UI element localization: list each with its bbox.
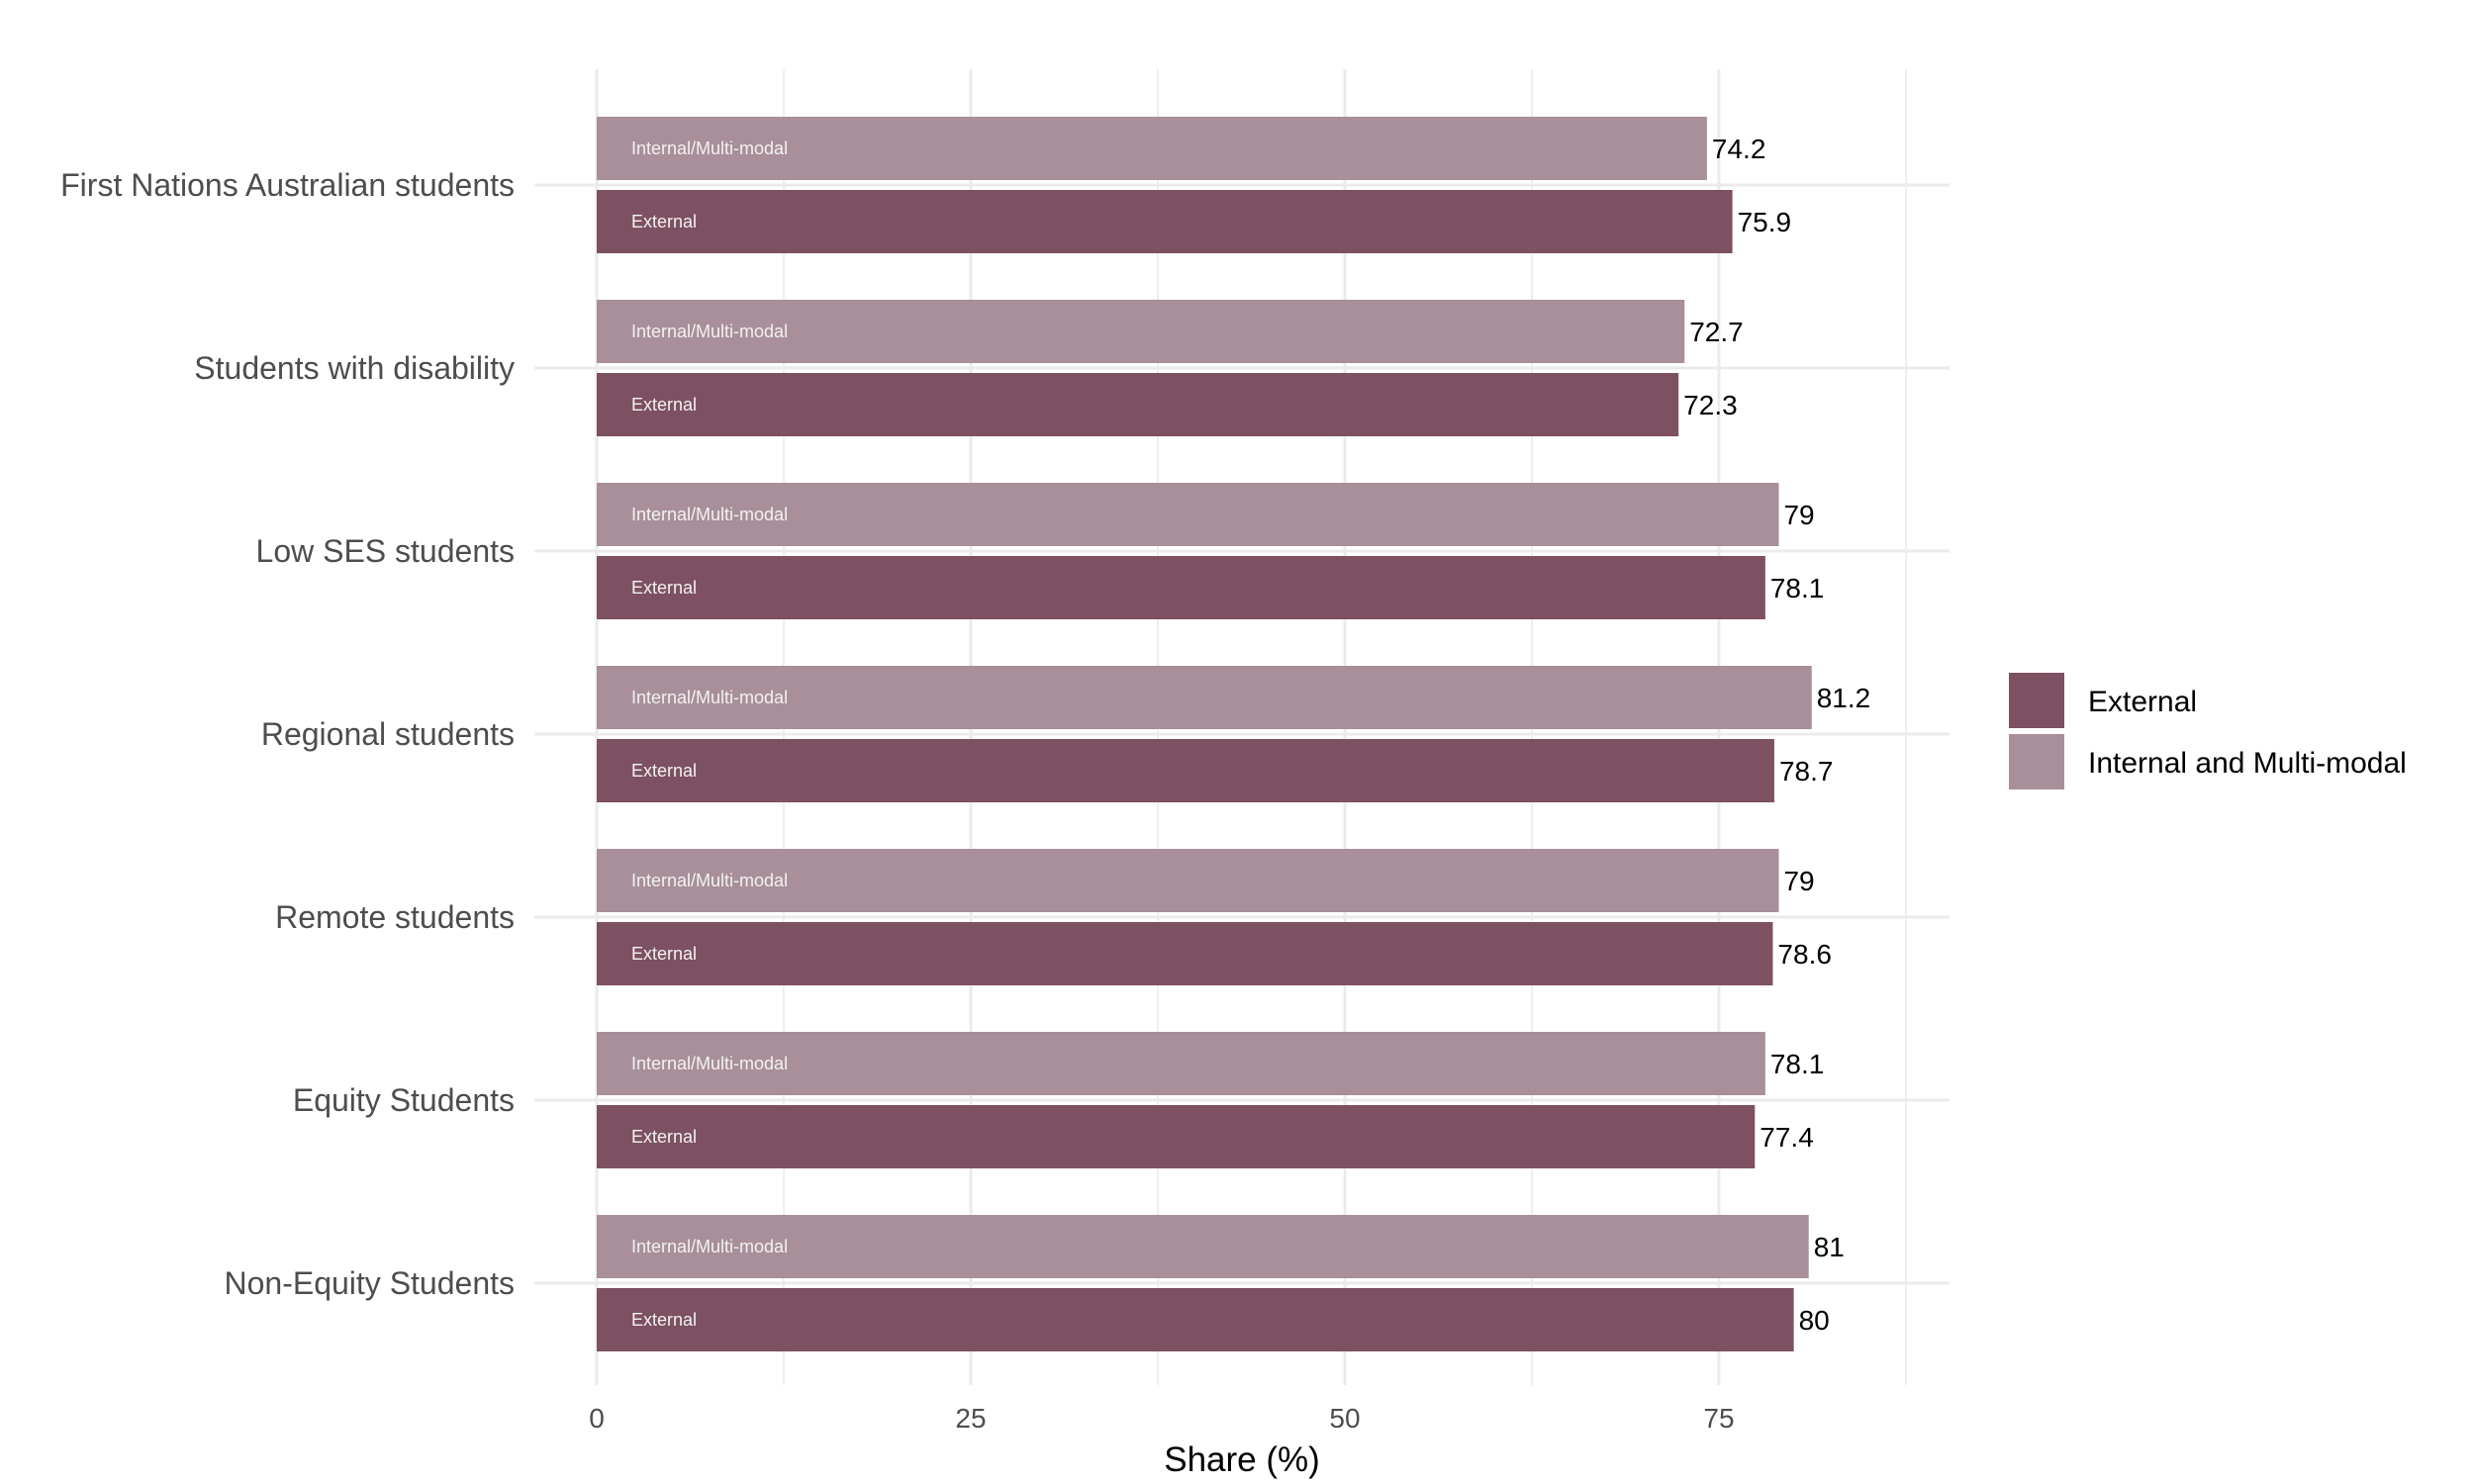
data-label: 78.1 — [1770, 573, 1825, 603]
data-label: 72.3 — [1683, 390, 1738, 420]
bar-external — [597, 1105, 1756, 1168]
category-label: First Nations Australian students — [60, 167, 515, 203]
data-label: 79 — [1783, 500, 1814, 530]
category-label: Non-Equity Students — [225, 1265, 516, 1301]
bar-series-label: Internal/Multi-modal — [631, 688, 788, 707]
data-label: 78.1 — [1770, 1049, 1825, 1079]
category-label: Regional students — [261, 716, 515, 752]
x-axis-title: Share (%) — [1164, 1440, 1320, 1479]
bar-external — [597, 1288, 1794, 1351]
bar-series-label: External — [631, 212, 697, 232]
x-tick-label: 75 — [1703, 1403, 1734, 1434]
bar-series-label: External — [631, 578, 697, 598]
data-label: 75.9 — [1738, 207, 1792, 237]
category-label: Equity Students — [293, 1082, 515, 1118]
bar-external — [597, 556, 1765, 619]
category-label: Low SES students — [256, 533, 515, 569]
legend-swatch — [2009, 734, 2064, 789]
x-tick-label: 25 — [955, 1403, 986, 1434]
bar-series-label: Internal/Multi-modal — [631, 139, 788, 158]
legend-swatch — [2009, 673, 2064, 728]
bars: Internal/Multi-modal 74.2 External 75.9 Inte… — [597, 117, 1870, 1351]
bar-external — [597, 190, 1733, 253]
bar-external — [597, 739, 1774, 802]
bar-series-label: Internal/Multi-modal — [631, 505, 788, 524]
bar-internal — [597, 483, 1779, 546]
bar-external — [597, 373, 1679, 436]
bar-internal — [597, 1032, 1765, 1095]
x-tick-label: 50 — [1329, 1403, 1360, 1434]
data-label: 81 — [1814, 1232, 1845, 1262]
bar-internal — [597, 849, 1779, 912]
bar-series-label: Internal/Multi-modal — [631, 871, 788, 890]
legend: External Internal and Multi-modal — [2009, 673, 2407, 789]
data-label: 77.4 — [1760, 1122, 1814, 1153]
category-label: Remote students — [275, 899, 515, 935]
bar-internal — [597, 666, 1812, 729]
bar-series-label: External — [631, 944, 697, 964]
data-label: 72.7 — [1689, 317, 1744, 347]
data-label: 81.2 — [1817, 683, 1871, 713]
bar-series-label: External — [631, 395, 697, 415]
bar-internal — [597, 300, 1685, 363]
bar-series-label: Internal/Multi-modal — [631, 322, 788, 341]
bar-external — [597, 922, 1773, 985]
bar-series-label: Internal/Multi-modal — [631, 1237, 788, 1256]
bar-series-label: External — [631, 1127, 697, 1147]
data-label: 78.6 — [1777, 939, 1832, 970]
category-labels: First Nations Australian students Student… — [60, 167, 515, 1301]
bar-series-label: External — [631, 761, 697, 781]
bar-series-label: External — [631, 1310, 697, 1330]
category-label: Students with disability — [194, 350, 515, 386]
legend-label: External — [2088, 686, 2197, 718]
data-label: 74.2 — [1712, 134, 1766, 164]
data-label: 79 — [1783, 866, 1814, 896]
bar-internal — [597, 1215, 1809, 1278]
bar-series-label: Internal/Multi-modal — [631, 1054, 788, 1073]
legend-label: Internal and Multi-modal — [2088, 747, 2407, 780]
data-label: 80 — [1799, 1305, 1830, 1336]
x-tick-label: 0 — [589, 1403, 605, 1434]
data-label: 78.7 — [1779, 756, 1834, 787]
bar-internal — [597, 117, 1707, 180]
x-axis-ticks: 0 25 50 75 — [589, 1403, 1734, 1434]
